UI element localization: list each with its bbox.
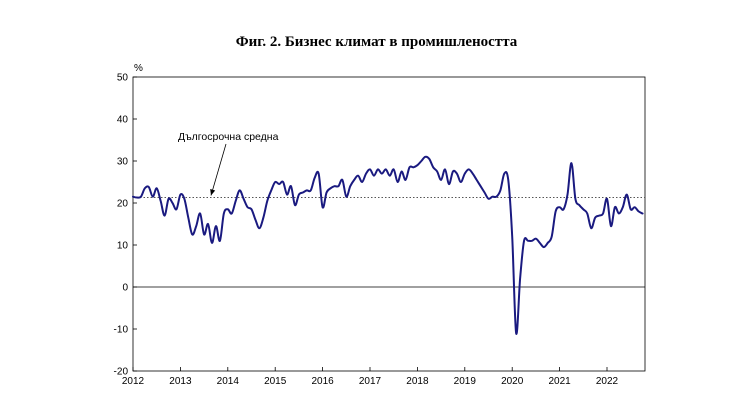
y-tick-label: -20: [114, 367, 129, 378]
x-tick-label: 2016: [311, 376, 334, 387]
x-tick-label: 2015: [264, 376, 287, 387]
y-axis-label: %: [134, 63, 143, 74]
y-tick-label: 20: [117, 199, 129, 210]
annotation-arrowhead: [210, 189, 216, 196]
x-tick-label: 2012: [122, 376, 145, 387]
x-tick-label: 2019: [454, 376, 477, 387]
y-tick-label: 40: [117, 115, 129, 126]
plot-frame: [132, 76, 646, 372]
x-tick-label: 2021: [548, 376, 571, 387]
annotation-arrow: [210, 143, 227, 196]
x-tick-label: 2013: [169, 376, 192, 387]
plot-border: [132, 76, 646, 372]
reference-line-label: Дългосрочна средна: [178, 131, 279, 143]
x-tick-label: 2018: [406, 376, 429, 387]
y-tick-label: 50: [117, 73, 129, 84]
axis-ticks: 50 40 30 20 10 0 -10 -20% 2012 2013 2014 2015 2016 20…: [114, 63, 619, 387]
series-group: [132, 155, 644, 335]
y-tick-label: -10: [114, 325, 129, 336]
y-tick-label: 30: [117, 157, 129, 168]
series-line: [132, 155, 644, 335]
y-tick-label: 10: [117, 241, 129, 252]
annotation-group: Дългосрочна средна: [178, 131, 279, 196]
x-tick-label: 2020: [501, 376, 524, 387]
y-tick-label: 0: [122, 283, 128, 294]
x-tick-label: 2017: [359, 376, 382, 387]
x-tick-label: 2022: [596, 376, 619, 387]
chart-title: Фиг. 2. Бизнес климат в промишлеността: [235, 34, 518, 50]
x-tick-label: 2014: [217, 376, 240, 387]
